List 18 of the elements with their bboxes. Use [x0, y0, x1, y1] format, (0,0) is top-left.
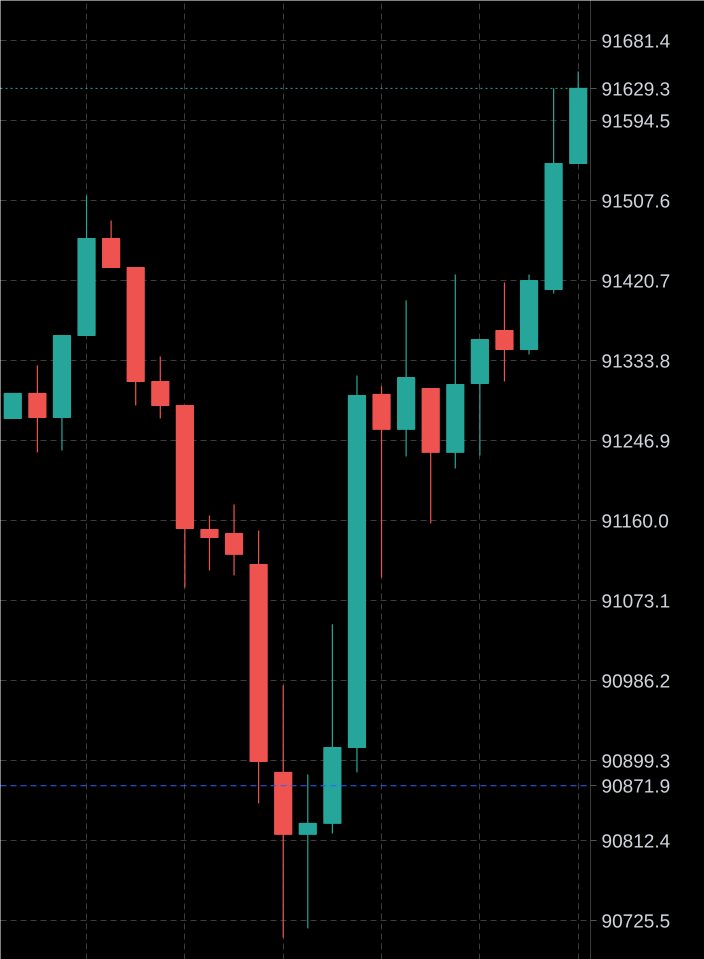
ref-line-label: 91629.3	[602, 79, 670, 100]
y-tick-label: 91681.4	[602, 31, 671, 52]
y-tick-label: 91507.6	[602, 191, 670, 212]
y-tick-label: 90899.3	[602, 751, 670, 772]
y-tick-label: 91420.7	[602, 271, 670, 292]
y-tick-label: 91333.8	[602, 351, 670, 372]
candlestick	[495, 282, 514, 382]
y-tick-label: 90812.4	[602, 831, 671, 852]
candlestick	[224, 504, 244, 576]
y-tick-label: 90725.5	[602, 911, 670, 932]
y-tick-label: 90986.2	[602, 671, 670, 692]
y-tick-label: 91073.1	[602, 591, 670, 612]
y-tick-label: 91160.0	[602, 511, 669, 532]
candlestick	[200, 514, 219, 572]
y-tick-label: 91594.5	[602, 111, 670, 132]
ref-line-label: 90871.9	[602, 776, 670, 798]
candlestick	[298, 774, 317, 929]
y-tick-label: 91246.9	[602, 431, 670, 452]
